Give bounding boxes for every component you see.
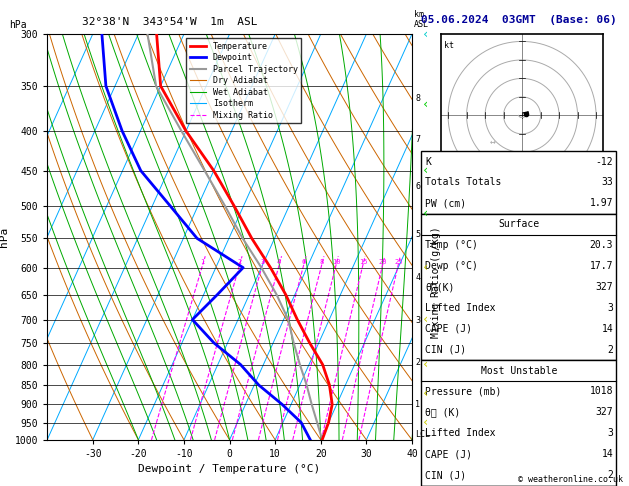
- Text: ‹: ‹: [422, 207, 430, 219]
- Text: ↔: ↔: [475, 159, 481, 169]
- Text: Most Unstable: Most Unstable: [481, 365, 557, 376]
- Text: 3: 3: [608, 428, 613, 438]
- Text: Pressure (mb): Pressure (mb): [425, 386, 501, 397]
- Text: 327: 327: [596, 407, 613, 417]
- Text: 7: 7: [415, 135, 420, 144]
- Text: ↔: ↔: [489, 137, 496, 147]
- Text: Totals Totals: Totals Totals: [425, 177, 501, 188]
- Text: 14: 14: [601, 324, 613, 334]
- Text: © weatheronline.co.uk: © weatheronline.co.uk: [518, 474, 623, 484]
- Text: ‹: ‹: [422, 386, 430, 399]
- Text: 2: 2: [238, 259, 242, 265]
- Text: 8: 8: [415, 94, 420, 103]
- Legend: Temperature, Dewpoint, Parcel Trajectory, Dry Adiabat, Wet Adiabat, Isotherm, Mi: Temperature, Dewpoint, Parcel Trajectory…: [186, 38, 301, 123]
- Text: Mixing Ratio (g/kg): Mixing Ratio (g/kg): [431, 227, 441, 338]
- Text: 2: 2: [608, 470, 613, 480]
- Text: CAPE (J): CAPE (J): [425, 324, 472, 334]
- Text: 3: 3: [260, 259, 265, 265]
- Text: CIN (J): CIN (J): [425, 470, 466, 480]
- Text: PW (cm): PW (cm): [425, 198, 466, 208]
- Text: ‹: ‹: [422, 98, 430, 111]
- Text: 4: 4: [415, 273, 420, 281]
- Text: 33: 33: [601, 177, 613, 188]
- Text: 3: 3: [608, 303, 613, 313]
- Text: ‹: ‹: [422, 358, 430, 371]
- Text: CIN (J): CIN (J): [425, 345, 466, 355]
- Text: Lifted Index: Lifted Index: [425, 303, 496, 313]
- Text: km
ASL: km ASL: [414, 10, 429, 29]
- X-axis label: Dewpoint / Temperature (°C): Dewpoint / Temperature (°C): [138, 465, 321, 474]
- Text: ‹: ‹: [422, 164, 430, 177]
- Text: Surface: Surface: [498, 219, 540, 229]
- Text: 6: 6: [415, 182, 420, 191]
- Text: 20: 20: [379, 259, 387, 265]
- Text: 8: 8: [320, 259, 324, 265]
- Text: 32°38'N  343°54'W  1m  ASL: 32°38'N 343°54'W 1m ASL: [82, 17, 257, 27]
- Text: Temp (°C): Temp (°C): [425, 240, 478, 250]
- Text: 2: 2: [608, 345, 613, 355]
- Text: 327: 327: [596, 282, 613, 292]
- Text: -12: -12: [596, 156, 613, 167]
- Text: 6: 6: [301, 259, 306, 265]
- Text: 5: 5: [415, 230, 420, 239]
- Text: Lifted Index: Lifted Index: [425, 428, 496, 438]
- Text: 1: 1: [201, 259, 205, 265]
- Text: ‹: ‹: [422, 261, 430, 274]
- Text: 25: 25: [394, 259, 403, 265]
- Text: 15: 15: [359, 259, 367, 265]
- Text: Dewp (°C): Dewp (°C): [425, 261, 478, 271]
- Text: 17.7: 17.7: [590, 261, 613, 271]
- Text: 1: 1: [415, 400, 420, 409]
- Text: θᴇ (K): θᴇ (K): [425, 407, 460, 417]
- Text: hPa: hPa: [9, 20, 27, 30]
- Text: ‹: ‹: [422, 313, 430, 326]
- Text: 10: 10: [332, 259, 340, 265]
- Text: 3: 3: [415, 315, 420, 325]
- Text: 05.06.2024  03GMT  (Base: 06): 05.06.2024 03GMT (Base: 06): [421, 15, 617, 25]
- Text: kt: kt: [444, 41, 454, 51]
- Text: CAPE (J): CAPE (J): [425, 449, 472, 459]
- Text: LCL: LCL: [415, 430, 430, 438]
- Text: θᴇ(K): θᴇ(K): [425, 282, 455, 292]
- Text: ‹: ‹: [422, 416, 430, 429]
- Text: ‹: ‹: [422, 28, 430, 40]
- Text: 1.97: 1.97: [590, 198, 613, 208]
- Text: 1018: 1018: [590, 386, 613, 397]
- Text: 4: 4: [277, 259, 281, 265]
- Text: 20.3: 20.3: [590, 240, 613, 250]
- Y-axis label: hPa: hPa: [0, 227, 9, 247]
- Text: K: K: [425, 156, 431, 167]
- Text: 2: 2: [415, 358, 420, 367]
- Text: 14: 14: [601, 449, 613, 459]
